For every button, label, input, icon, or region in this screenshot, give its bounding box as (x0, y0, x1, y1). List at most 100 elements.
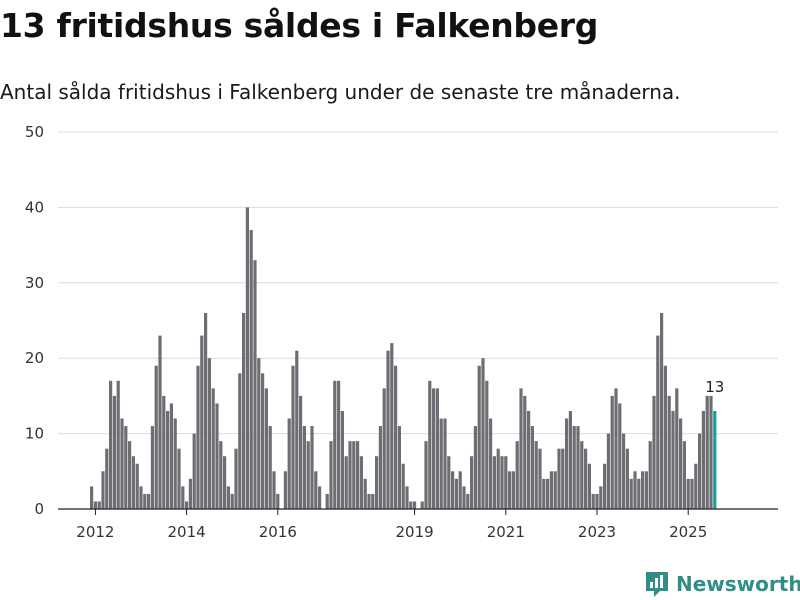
bar (93, 501, 97, 509)
bar (546, 478, 550, 509)
x-tick-label: 2023 (578, 523, 616, 541)
bar (158, 335, 162, 509)
bar (112, 395, 116, 509)
bar (679, 418, 683, 509)
bar (470, 456, 474, 509)
bar (131, 456, 135, 509)
bar (496, 448, 500, 509)
bar (143, 493, 147, 509)
bar (401, 463, 405, 509)
x-axis-ticks: 2012 2014 2016 2019 2021 2023 2025 (76, 509, 707, 541)
bar (580, 441, 584, 509)
bar (428, 380, 432, 509)
bar (625, 448, 629, 509)
bar (504, 456, 508, 509)
bar (283, 471, 287, 509)
chart-title: 13 fritidshus såldes i Falkenberg (0, 6, 599, 45)
bar (690, 478, 694, 509)
bar-chart: 0 10 20 30 40 50 2012 2014 2016 2019 2021 2023 2025… (25, 123, 778, 541)
brand-logo: Newsworthy (644, 569, 800, 599)
bar (249, 230, 253, 509)
bar (698, 433, 702, 509)
bar (549, 471, 553, 509)
bar (188, 478, 192, 509)
bar (473, 426, 477, 509)
bar (568, 410, 572, 509)
bar (489, 418, 493, 509)
bar (287, 418, 291, 509)
bar (648, 441, 652, 509)
bar (610, 395, 614, 509)
bar (245, 207, 249, 509)
bar (162, 395, 166, 509)
bar (443, 418, 447, 509)
bar (462, 486, 466, 509)
bar (242, 312, 246, 509)
bar (97, 501, 101, 509)
bar (405, 486, 409, 509)
y-axis-ticks: 0 10 20 30 40 50 (25, 123, 44, 518)
bar (223, 456, 227, 509)
bar (344, 456, 348, 509)
bar (105, 448, 109, 509)
bar (318, 486, 322, 509)
bar (234, 448, 238, 509)
data-labels: 13 (705, 378, 724, 396)
bar (375, 456, 379, 509)
bar (177, 448, 181, 509)
bar (542, 478, 546, 509)
bar (394, 365, 398, 509)
bar (116, 380, 120, 509)
bar (325, 493, 329, 509)
bar (386, 350, 390, 509)
bar (675, 388, 679, 509)
bar (90, 486, 94, 509)
bar (682, 441, 686, 509)
bar (576, 426, 580, 509)
bar (409, 501, 413, 509)
bar (644, 471, 648, 509)
chart-subtitle: Antal sålda fritidshus i Falkenberg unde… (0, 80, 681, 104)
bar (618, 403, 622, 509)
bar (371, 493, 375, 509)
bar (622, 433, 626, 509)
bar (451, 471, 455, 509)
bar (352, 441, 356, 509)
bar (363, 478, 367, 509)
bar (101, 471, 105, 509)
bar (500, 456, 504, 509)
brand-name: Newsworthy (676, 572, 800, 596)
bar (439, 418, 443, 509)
last-value-label: 13 (705, 378, 724, 396)
bar (302, 426, 306, 509)
bar (109, 380, 113, 509)
y-tick-label: 10 (25, 425, 44, 443)
bar (606, 433, 610, 509)
bar (306, 441, 310, 509)
y-tick-label: 50 (25, 123, 44, 141)
bar (196, 365, 200, 509)
bar (633, 471, 637, 509)
bar (299, 395, 303, 509)
bar (603, 463, 607, 509)
bar (652, 395, 656, 509)
bar (413, 501, 417, 509)
bar (538, 448, 542, 509)
x-tick-label: 2014 (168, 523, 206, 541)
bar (147, 493, 151, 509)
bar (333, 380, 337, 509)
bar (329, 441, 333, 509)
bar (128, 441, 132, 509)
bar (572, 426, 576, 509)
bar (557, 448, 561, 509)
bar (154, 365, 158, 509)
bar (686, 478, 690, 509)
bar (253, 260, 257, 509)
bar (219, 441, 223, 509)
bar (667, 395, 671, 509)
bar (701, 410, 705, 509)
bar (173, 418, 177, 509)
bar (534, 441, 538, 509)
bar (390, 343, 394, 509)
bar (641, 471, 645, 509)
